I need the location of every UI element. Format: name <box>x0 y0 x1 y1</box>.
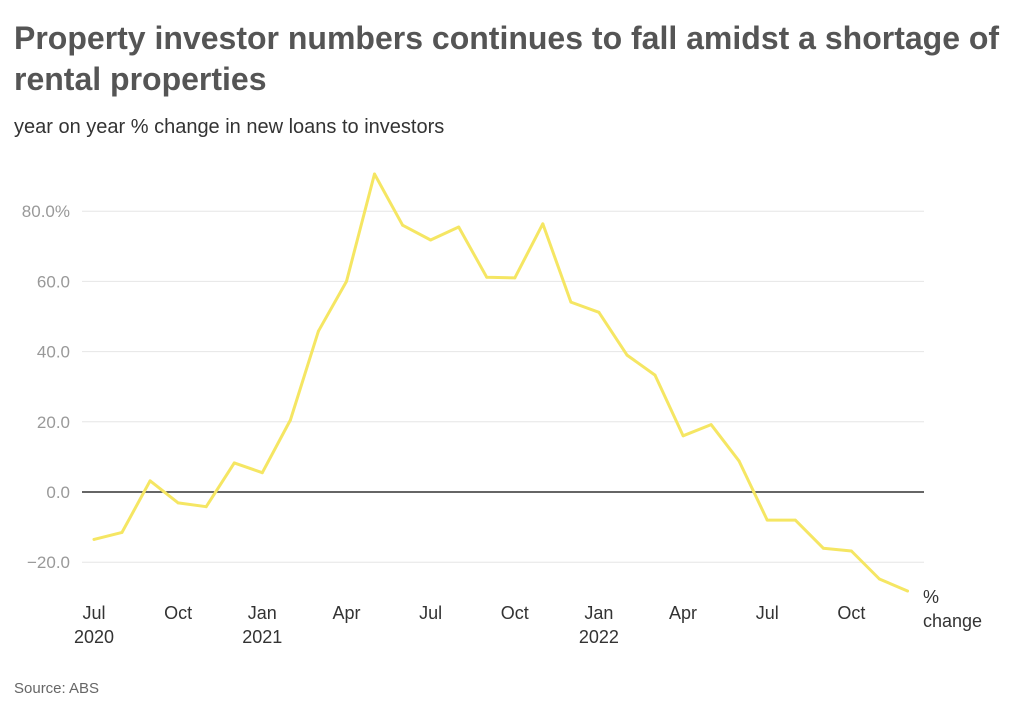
data-point <box>260 471 264 475</box>
x-tick-label: Oct <box>164 603 192 623</box>
data-point <box>317 329 320 333</box>
data-point <box>850 549 853 553</box>
data-point <box>232 461 236 465</box>
y-tick-label: 80.0% <box>22 202 70 221</box>
source-note: Source: ABS <box>14 680 100 697</box>
x-tick-label: Jan <box>248 603 277 623</box>
data-point <box>429 238 432 242</box>
data-point <box>176 501 180 505</box>
unit-label-line: % <box>923 587 939 607</box>
data-point <box>625 353 629 357</box>
unit-label: % change <box>923 587 982 631</box>
data-point <box>485 275 489 279</box>
y-tick-label: 40.0 <box>37 343 70 362</box>
x-tick-year-label: 2022 <box>579 627 619 647</box>
data-point <box>148 479 152 483</box>
y-tick-label: −20.0 <box>27 553 70 572</box>
y-tick-label: 60.0 <box>37 272 70 291</box>
unit-label-line: change <box>923 611 982 631</box>
data-point <box>709 423 713 426</box>
data-point <box>345 280 348 283</box>
data-point <box>737 459 741 463</box>
data-point <box>373 172 376 176</box>
data-point <box>120 531 124 534</box>
data-point <box>597 310 601 314</box>
data-point <box>653 373 657 377</box>
x-tick-label: Jul <box>756 603 779 623</box>
x-tick-year-label: 2020 <box>74 627 114 647</box>
data-point <box>569 300 573 304</box>
y-axis-ticks: −20.0 0.0 20.0 40.0 60.0 80.0% <box>22 202 70 572</box>
x-tick-label: Oct <box>501 603 529 623</box>
y-tick-label: 0.0 <box>46 483 70 502</box>
y-tick-label: 20.0 <box>37 413 70 432</box>
data-point <box>457 225 461 229</box>
series-line <box>92 172 909 593</box>
data-point <box>821 546 825 550</box>
data-point <box>541 222 545 226</box>
data-point <box>92 538 96 541</box>
data-point <box>793 518 797 522</box>
x-tick-year-label: 2021 <box>242 627 282 647</box>
x-tick-label: Oct <box>837 603 865 623</box>
data-point <box>204 505 208 509</box>
data-point <box>878 577 881 581</box>
chart-subtitle: year on year % change in new loans to in… <box>14 116 445 138</box>
x-axis-ticks: Jul 2020 Oct Jan 2021 Apr Jul Oct Jan 2022 Apr Jul O… <box>74 603 865 647</box>
data-point <box>401 223 404 227</box>
x-tick-label: Jan <box>584 603 613 623</box>
x-tick-label: Jul <box>419 603 442 623</box>
data-point <box>906 589 909 593</box>
x-tick-label: Apr <box>332 603 360 623</box>
data-point <box>681 434 685 438</box>
data-point <box>765 518 769 522</box>
chart-title: Property investor numbers continues to f… <box>14 20 1000 97</box>
series-layer <box>92 172 909 593</box>
data-point <box>289 418 292 422</box>
x-tick-label: Jul <box>82 603 105 623</box>
x-tick-label: Apr <box>669 603 697 623</box>
grid-lines <box>82 210 924 563</box>
data-point <box>513 276 517 280</box>
